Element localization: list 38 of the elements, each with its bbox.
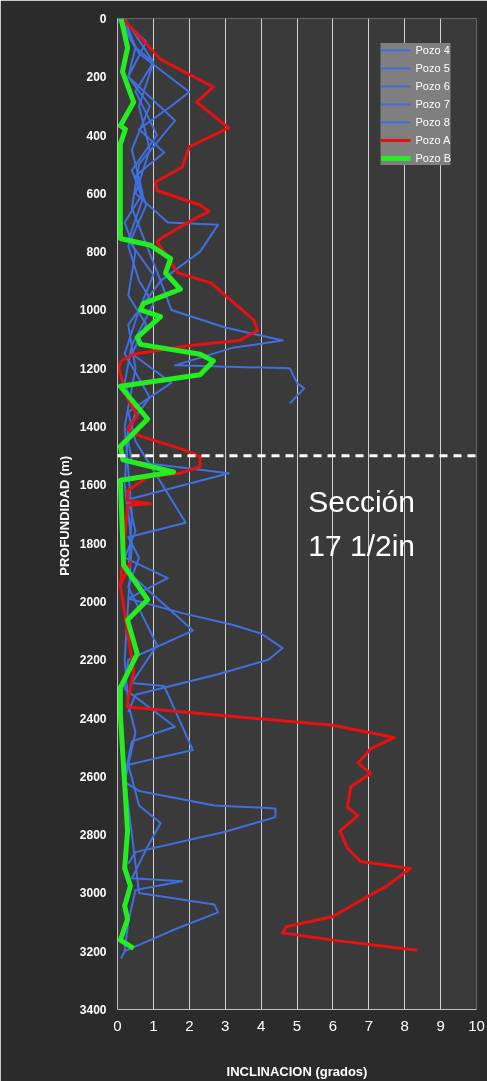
x-tick-label: 3 — [221, 1016, 230, 1034]
legend-label: Pozo 7 — [415, 97, 450, 111]
legend-label: Pozo 6 — [415, 79, 450, 93]
y-tick-label: 800 — [86, 245, 107, 260]
y-tick-label: 2800 — [79, 828, 107, 843]
y-tick-label: 2000 — [79, 594, 107, 609]
y-tick-label: 1400 — [79, 420, 107, 435]
x-tick-label: 1 — [149, 1016, 158, 1034]
y-tick-label: 2200 — [79, 653, 107, 668]
y-tick-label: 400 — [86, 128, 107, 143]
x-axis-title: INCLINACION (grados) — [226, 1063, 368, 1079]
y-tick-label: 0 — [99, 12, 107, 26]
x-tick-label: 9 — [436, 1016, 445, 1034]
legend-label: Pozo 8 — [415, 115, 450, 129]
x-tick-label: 5 — [292, 1016, 302, 1034]
y-axis-title: PROFUNDIDAD (m) — [56, 455, 72, 576]
y-tick-label: 200 — [86, 70, 107, 85]
y-tick-label: 1000 — [79, 303, 107, 318]
y-tick-label: 1200 — [79, 361, 107, 376]
x-tick-label: 6 — [328, 1016, 338, 1034]
legend-label: Pozo B — [415, 151, 451, 165]
x-tick-label: 8 — [400, 1016, 409, 1034]
x-tick-label: 4 — [256, 1016, 266, 1034]
y-tick-label: 3200 — [79, 944, 107, 959]
y-tick-label: 3400 — [79, 1003, 107, 1017]
x-tick-label: 2 — [185, 1016, 194, 1034]
x-tick-label: 0 — [113, 1016, 122, 1034]
legend-label: Pozo A — [415, 133, 451, 147]
x-tick-label: 10 — [468, 1016, 485, 1034]
legend-label: Pozo 5 — [415, 61, 450, 75]
y-tick-label: 3000 — [79, 886, 107, 901]
y-tick-label: 2400 — [79, 711, 107, 726]
y-tick-label: 1600 — [79, 478, 107, 493]
y-tick-label: 1800 — [79, 536, 107, 551]
y-tick-label: 2600 — [79, 769, 107, 784]
legend-label: Pozo 4 — [415, 43, 450, 57]
y-tick-label: 600 — [86, 186, 107, 201]
x-tick-label: 7 — [364, 1016, 373, 1034]
